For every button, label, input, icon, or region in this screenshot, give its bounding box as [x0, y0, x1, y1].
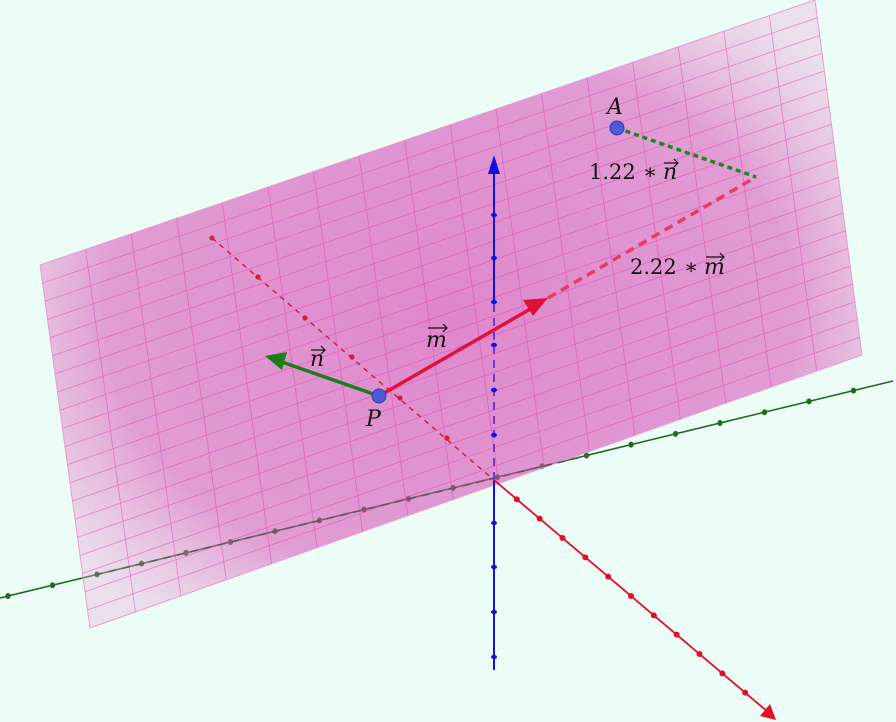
x-axis-arrowhead [760, 704, 776, 720]
svg-text:m: m [426, 328, 447, 353]
y-axis-tick [806, 398, 812, 405]
svg-text:n: n [663, 160, 677, 185]
y-axis-tick [672, 430, 679, 437]
z-axis-tick [491, 387, 497, 393]
plane-grid-line [52, 88, 827, 357]
plane-grid-line [74, 248, 849, 520]
vector-m-label: m [426, 328, 447, 353]
z-axis-tick [491, 520, 497, 526]
svg-text:n: n [310, 347, 324, 372]
svg-text:m: m [704, 255, 725, 280]
x-axis-tick [650, 612, 657, 619]
plane-grid-line [64, 177, 839, 447]
svg-text:2.22: 2.22 [630, 255, 677, 279]
vector-n-label: n [310, 347, 324, 372]
x-axis-tick [559, 535, 566, 541]
plane-grid-line [82, 301, 856, 574]
x-axis-tick [349, 354, 355, 360]
svg-text:∗: ∗ [643, 160, 657, 184]
plane-grid-line [49, 70, 825, 338]
plane-grid-line [59, 141, 834, 411]
z-axis-tick [491, 212, 497, 218]
n-arrow-accent-icon [311, 345, 326, 355]
n-multiple-arrow-accent-icon [664, 158, 679, 168]
y-axis-hidden [94, 454, 591, 576]
plane-grid-line [69, 212, 844, 484]
y-axis-tick [5, 593, 11, 600]
plane-grid-line [79, 283, 853, 556]
m-multiple-label: 2.22 ∗ m [630, 255, 725, 280]
plane [39, 0, 863, 629]
z-axis-tick [491, 432, 497, 438]
n-multiple-label: 1.22 ∗ n [589, 160, 677, 185]
x-axis-tick [255, 274, 261, 280]
z-axis-tick [491, 342, 497, 348]
x-axis-tick [444, 435, 450, 441]
z-axis-arrowhead [488, 155, 500, 174]
x-axis-tick [605, 573, 612, 580]
x-axis-tick [582, 554, 589, 561]
m-multiple-line [547, 175, 757, 300]
z-axis-tick [491, 255, 497, 261]
svg-text:1.22: 1.22 [589, 160, 636, 184]
n-multiple-line [616, 126, 757, 179]
plane-grid-line [57, 123, 832, 393]
point-p-label: P [365, 407, 382, 432]
svg-text:∗: ∗ [684, 255, 698, 279]
vector-n [265, 352, 380, 398]
x-axis-tick [742, 689, 749, 696]
x-axis-tick [513, 496, 520, 503]
m-arrow-accent-icon [428, 323, 448, 333]
plane-grid-line [67, 194, 841, 466]
z-axis-tick [491, 609, 497, 615]
x-axis-tick [696, 651, 703, 657]
x-axis-tick [536, 515, 543, 522]
x-axis-tick [673, 631, 680, 638]
y-axis-tick [761, 409, 768, 416]
z-axis-tick [491, 299, 497, 305]
plane-grid-line [47, 52, 823, 320]
y-axis-tick [850, 387, 857, 394]
plane-grid-line [72, 230, 846, 502]
z-axis-tick [491, 564, 497, 570]
plane-grid-line [44, 35, 820, 302]
plane-grid-line [77, 265, 851, 538]
plane-grid-line [84, 319, 858, 593]
plane-grid-line [54, 106, 830, 375]
y-axis-tick [717, 420, 723, 427]
y-axis-tick [628, 441, 634, 448]
point-p[interactable] [371, 388, 387, 404]
m-multiple-arrow-accent-icon [706, 252, 725, 262]
plane-grid-line [42, 17, 818, 284]
x-axis-tick [302, 315, 308, 321]
z-axis-tick [491, 654, 497, 660]
plane-grid-line [87, 336, 860, 611]
point-a[interactable] [609, 120, 625, 136]
x-axis [209, 235, 776, 720]
x-axis-tick [397, 395, 403, 401]
point-a-label: A [605, 95, 623, 120]
z-axis [488, 155, 500, 670]
x-axis-tick [209, 235, 215, 241]
x-axis-tick [628, 593, 634, 599]
y-axis-tick [49, 582, 56, 589]
vector-m [378, 298, 548, 398]
x-axis-tick [719, 670, 726, 677]
